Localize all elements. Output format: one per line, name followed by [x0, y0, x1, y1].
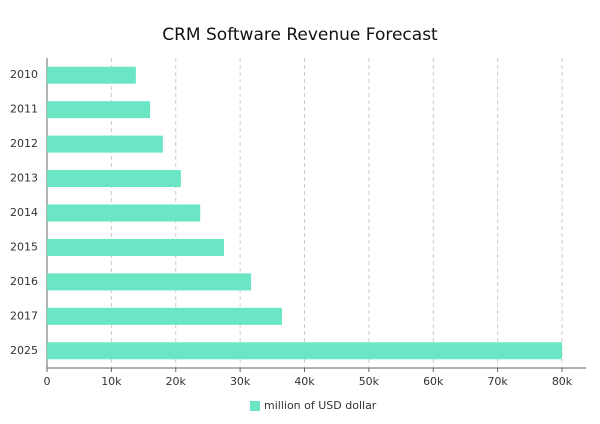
y-tick-label: 2014	[10, 206, 38, 219]
x-tick-label: 50k	[359, 375, 380, 388]
bar	[47, 238, 225, 256]
y-tick-label: 2010	[10, 68, 38, 81]
legend-swatch	[250, 401, 260, 411]
x-tick-label: 80k	[552, 375, 573, 388]
chart-title: CRM Software Revenue Forecast	[162, 25, 438, 45]
y-tick-label: 2013	[10, 172, 38, 185]
bar	[47, 170, 181, 188]
bar	[47, 307, 282, 325]
y-tick-label: 2011	[10, 103, 38, 116]
x-tick-label: 0	[44, 375, 51, 388]
x-tick-label: 70k	[487, 375, 508, 388]
legend-label: million of USD dollar	[264, 399, 377, 412]
bar	[47, 135, 163, 153]
x-tick-label: 40k	[294, 375, 315, 388]
y-tick-label: 2016	[10, 275, 38, 288]
y-tick-label: 2017	[10, 309, 38, 322]
x-tick-label: 60k	[423, 375, 444, 388]
y-tick-label: 2012	[10, 137, 38, 150]
bar	[47, 66, 136, 84]
bar	[47, 273, 252, 291]
bar	[47, 342, 562, 360]
x-tick-label: 30k	[230, 375, 251, 388]
x-tick-label: 20k	[166, 375, 187, 388]
y-tick-label: 2015	[10, 240, 38, 253]
y-tick-label: 2025	[10, 344, 38, 357]
bar	[47, 101, 150, 119]
x-tick-label: 10k	[101, 375, 122, 388]
bar	[47, 204, 201, 222]
